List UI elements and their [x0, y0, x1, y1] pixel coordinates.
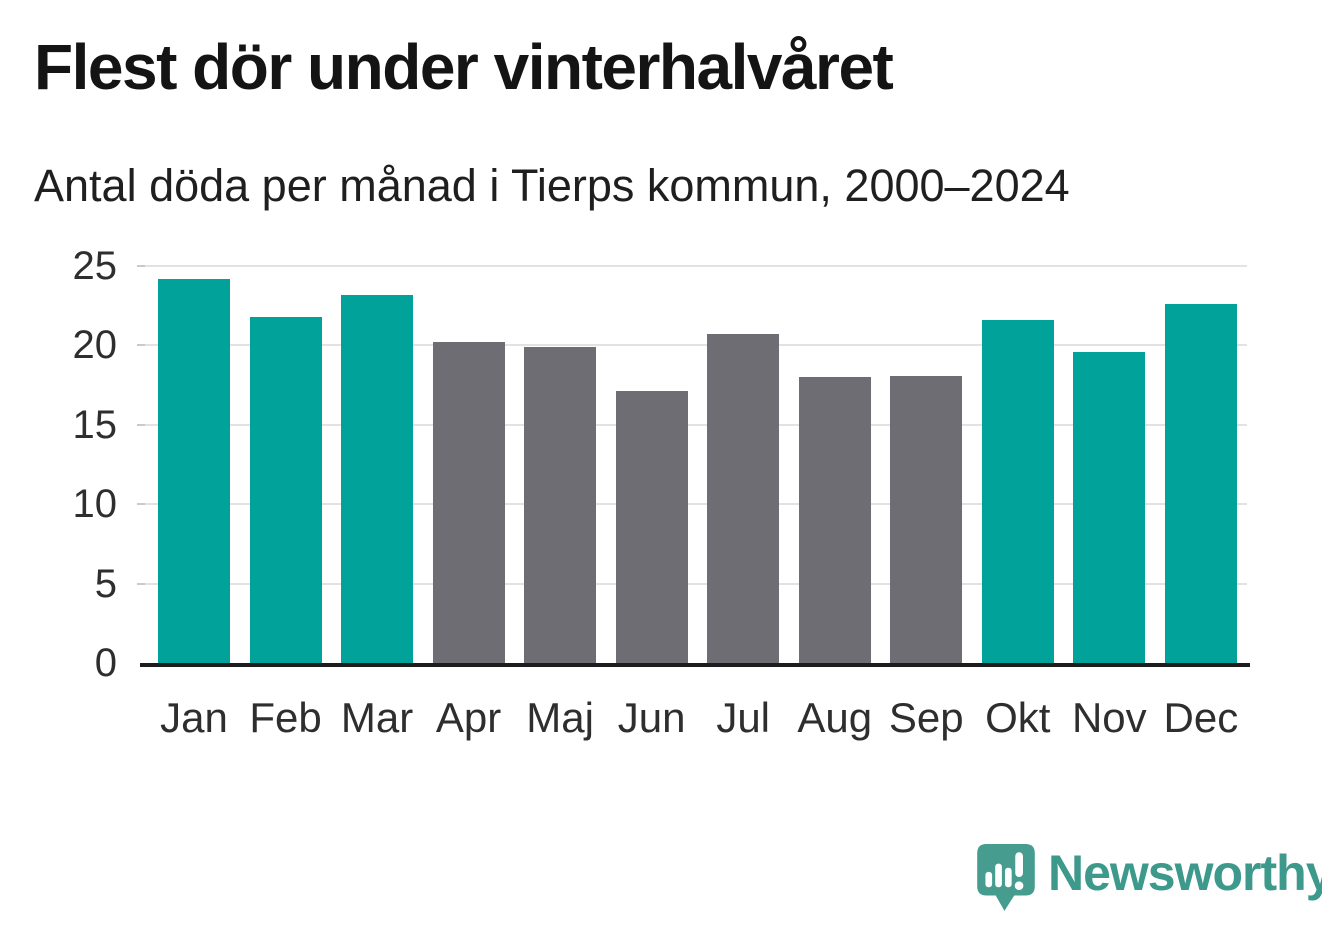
newsworthy-logo-icon	[977, 844, 1035, 911]
gridline-5	[145, 582, 1247, 585]
x-tick-label-mar: Mar	[340, 694, 414, 741]
bar-maj	[524, 347, 597, 663]
x-tick-label-okt: Okt	[985, 694, 1051, 741]
newsworthy-logo-text: Newsworthy	[1048, 845, 1322, 901]
y-tick-label-0: 0	[94, 641, 117, 685]
x-axis-line	[140, 663, 1250, 667]
gridline-25	[145, 265, 1247, 267]
y-tick-mark-10	[137, 503, 145, 506]
bar-jul	[707, 334, 780, 663]
x-tick-label-jul: Jul	[716, 694, 771, 741]
x-tick-label-dec: Dec	[1163, 694, 1239, 741]
bar-apr	[432, 342, 505, 663]
bar-nov	[1073, 352, 1146, 663]
x-tick-label-feb: Feb	[249, 694, 322, 741]
x-tick-label-jun: Jun	[617, 694, 686, 741]
x-tick-label-nov: Nov	[1071, 694, 1147, 741]
x-tick-label-sep: Sep	[888, 694, 964, 741]
bar-jun	[615, 391, 688, 663]
y-tick-label-20: 20	[72, 323, 118, 368]
bars-row	[145, 266, 1247, 663]
bar-mar	[341, 295, 414, 663]
x-axis-labels: Jan Feb Mar Apr Maj Jun Jul Aug Sep Okt Nov Dec	[145, 694, 1247, 742]
gridline-10	[145, 503, 1247, 506]
bar-okt	[981, 320, 1054, 663]
y-tick-label-10: 10	[72, 482, 118, 527]
y-tick-mark-5	[137, 582, 145, 585]
x-tick-label-aug: Aug	[797, 694, 873, 741]
y-tick-label-5: 5	[94, 561, 117, 606]
x-tick-label-apr: Apr	[435, 694, 502, 741]
gridline-20	[145, 344, 1247, 347]
y-tick-label-15: 15	[72, 402, 118, 447]
y-tick-mark-25	[137, 265, 145, 267]
chart-title: Flest dör under vinterhalvåret	[34, 31, 894, 103]
branding: Newsworthy	[974, 842, 1322, 914]
y-tick-mark-20	[137, 344, 145, 347]
y-tick-mark-15	[137, 423, 145, 426]
x-tick-label-jan: Jan	[160, 694, 228, 741]
chart-subtitle: Antal döda per månad i Tierps kommun, 20…	[34, 160, 1070, 211]
plot-area	[145, 265, 1247, 663]
x-tick-label-maj: Maj	[526, 694, 594, 741]
bar-jan	[158, 279, 230, 663]
gridline-15	[145, 423, 1247, 426]
bar-aug	[798, 377, 871, 663]
bar-sep	[890, 376, 963, 663]
bar-dec	[1164, 304, 1237, 663]
bar-feb	[249, 317, 322, 663]
y-tick-label-25: 25	[72, 244, 118, 288]
